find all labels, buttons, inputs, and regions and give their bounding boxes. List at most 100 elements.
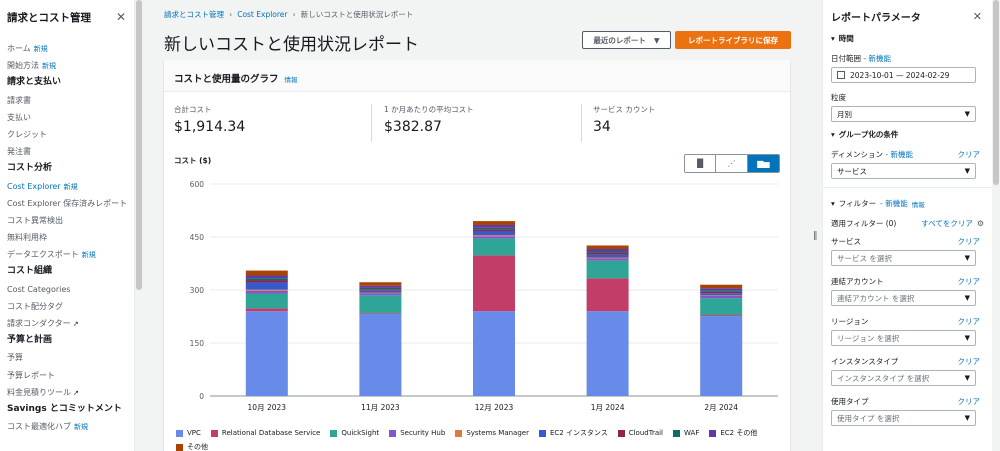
sidebar-item[interactable]: 支払い <box>7 109 134 126</box>
stacked-bar-chart-icon[interactable]: ▆▅ <box>747 155 779 172</box>
legend-item[interactable]: QuickSight <box>330 428 379 438</box>
sidebar-item[interactable]: Cost Categories <box>7 281 134 298</box>
stat-value: $382.87 <box>384 119 442 135</box>
recent-reports-button[interactable]: 最近のレポート ▼ <box>582 31 671 49</box>
info-link[interactable]: 情報 <box>284 76 298 84</box>
sidebar-item[interactable]: Cost Explorer 保存済みレポート <box>7 195 134 212</box>
legend-swatch <box>673 429 681 437</box>
scrollbar-thumb[interactable] <box>136 0 142 290</box>
sidebar-section-heading: コスト分析 <box>7 160 134 177</box>
filter-clear-link[interactable]: クリア <box>957 237 981 246</box>
caret-down-icon: ▼ <box>964 374 970 382</box>
sidebar-item[interactable]: 無料利用枠 <box>7 229 134 246</box>
group-section-toggle[interactable]: ▾ グループ化の条件 <box>831 129 898 140</box>
sidebar-item-label: Cost Explorer <box>7 181 61 191</box>
legend-item[interactable]: CloudTrail <box>617 428 663 438</box>
filter-clear-link[interactable]: クリア <box>957 397 981 406</box>
bar-segment <box>700 291 743 294</box>
stat-label: 1 か月あたりの平均コスト <box>384 105 474 114</box>
clear-all-link[interactable]: すべてをクリア <box>921 219 973 228</box>
sidebar-item[interactable]: 請求書 <box>7 92 134 109</box>
filter-clear-link[interactable]: クリア <box>957 357 981 366</box>
breadcrumb-cost-explorer-link[interactable]: Cost Explorer <box>237 10 288 19</box>
right-panel-scrollbar[interactable] <box>992 0 1000 451</box>
filter-select[interactable]: リージョン を選択 ▼ <box>831 330 976 346</box>
legend-item[interactable]: EC2 インスタンス <box>538 428 608 438</box>
new-badge: 新規 <box>74 423 88 432</box>
legend-item[interactable]: その他 <box>176 442 208 451</box>
legend-item[interactable]: Security Hub <box>389 428 445 438</box>
calendar-icon <box>837 71 845 79</box>
caret-down-icon: ▾ <box>831 199 835 208</box>
date-range-input[interactable]: 2023-10-01 — 2024-02-29 <box>831 67 976 83</box>
legend-swatch <box>455 429 463 437</box>
drag-handle-icon[interactable]: ‖ <box>813 231 818 241</box>
legend-item[interactable]: EC2 その他 <box>709 428 757 438</box>
legend-item[interactable]: WAF <box>673 428 699 438</box>
sidebar-item[interactable]: コスト異常検出 <box>7 212 134 229</box>
panel-splitter[interactable] <box>808 0 813 451</box>
legend-item[interactable]: Systems Manager <box>455 428 529 438</box>
settings-icon[interactable]: ⚙ <box>976 219 984 228</box>
filter-clear-link[interactable]: クリア <box>957 317 981 326</box>
scatter-chart-icon[interactable]: ⋰ <box>716 155 748 172</box>
sidebar-item[interactable]: 開始方法 新規 <box>7 57 134 74</box>
clear-all-filters[interactable]: すべてをクリア ⚙ <box>921 218 984 229</box>
sidebar-item[interactable]: 請求コンダクター ↗ <box>7 315 134 332</box>
stat-divider <box>581 104 582 142</box>
legend-item[interactable]: VPC <box>176 428 201 438</box>
y-tick-label: 450 <box>190 233 205 242</box>
scrollbar-thumb[interactable] <box>993 0 999 185</box>
sidebar-item-label: Cost Categories <box>7 284 71 294</box>
granularity-select[interactable]: 月別 ▼ <box>831 106 976 122</box>
sidebar-item[interactable]: ホーム 新規 <box>7 40 134 57</box>
bar-segment <box>245 311 288 396</box>
sidebar-scrollbar[interactable] <box>135 0 143 451</box>
filter-placeholder: 使用タイプ を選択 <box>837 413 900 423</box>
bar-segment <box>473 238 515 256</box>
dimension-clear-link[interactable]: クリア <box>957 150 981 159</box>
sidebar-item[interactable]: Cost Explorer 新規 <box>7 178 134 195</box>
sidebar-item-label: クレジット <box>7 129 47 139</box>
bar-chart-icon[interactable]: ▐▌ <box>685 155 717 172</box>
x-tick-label: 12月 2023 <box>475 403 514 412</box>
dimension-select[interactable]: サービス ▼ <box>831 163 976 179</box>
filter-label: インスタンスタイプ <box>831 357 899 366</box>
close-icon[interactable]: ✕ <box>115 10 126 24</box>
time-section-toggle[interactable]: ▾ 時間 <box>831 33 854 44</box>
breadcrumb-root-link[interactable]: 請求とコスト管理 <box>164 10 224 19</box>
filter-select[interactable]: インスタンスタイプ を選択 ▼ <box>831 370 976 386</box>
cost-chart: 0 150 300 450 600 10月 2023 11月 2023 12月 2023 1月 … <box>190 180 778 412</box>
bar-segment <box>473 224 515 228</box>
date-range-value: 2023-10-01 — 2024-02-29 <box>850 70 950 80</box>
bar-segment <box>700 295 743 297</box>
filter-clear-link[interactable]: クリア <box>957 277 981 286</box>
bar-segment <box>700 316 743 396</box>
sidebar-item-label: 請求コンダクター <box>7 319 71 328</box>
bar-segment <box>359 290 402 293</box>
close-icon[interactable]: ✕ <box>972 9 982 23</box>
legend-item[interactable]: Relational Database Service <box>210 428 320 438</box>
save-to-library-button[interactable]: レポートライブラリに保存 <box>675 31 791 49</box>
sidebar-item[interactable]: 発注書 <box>7 143 134 160</box>
bar-segment <box>245 293 288 309</box>
sidebar-item[interactable]: 料金見積りツール ↗ <box>7 384 134 401</box>
sidebar-item[interactable]: 予算 <box>7 349 134 366</box>
sidebar-item-label: データエクスポート <box>7 250 79 260</box>
sidebar-item[interactable]: 予算レポート <box>7 367 134 384</box>
sidebar-item[interactable]: クレジット <box>7 126 134 143</box>
caret-down-icon: ▼ <box>964 167 970 175</box>
filter-select[interactable]: サービス を選択 ▼ <box>831 250 976 266</box>
bar-segment <box>473 221 515 225</box>
sidebar-item[interactable]: コスト配分タグ <box>7 298 134 315</box>
stat-total-cost: 合計コスト $1,914.34 <box>174 104 245 144</box>
filter-select[interactable]: 連結アカウント を選択 ▼ <box>831 290 976 306</box>
sidebar-item[interactable]: データエクスポート 新規 <box>7 246 134 263</box>
filter-select[interactable]: 使用タイプ を選択 ▼ <box>831 410 976 426</box>
y-tick-label: 600 <box>190 180 205 189</box>
filter-info-link[interactable]: 情報 <box>911 200 925 209</box>
sidebar-item[interactable]: コスト最適化ハブ 新規 <box>7 418 134 435</box>
legend-label: QuickSight <box>341 429 380 437</box>
x-tick-label: 10月 2023 <box>248 403 287 412</box>
filter-section-toggle[interactable]: ▾ フィルター - 新機能 情報 <box>831 198 925 209</box>
